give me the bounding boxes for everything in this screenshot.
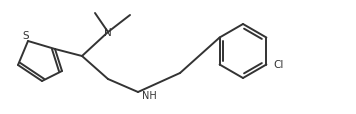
Text: Cl: Cl xyxy=(273,60,284,70)
Text: NH: NH xyxy=(142,90,157,100)
Text: S: S xyxy=(23,31,29,41)
Text: N: N xyxy=(104,28,112,38)
